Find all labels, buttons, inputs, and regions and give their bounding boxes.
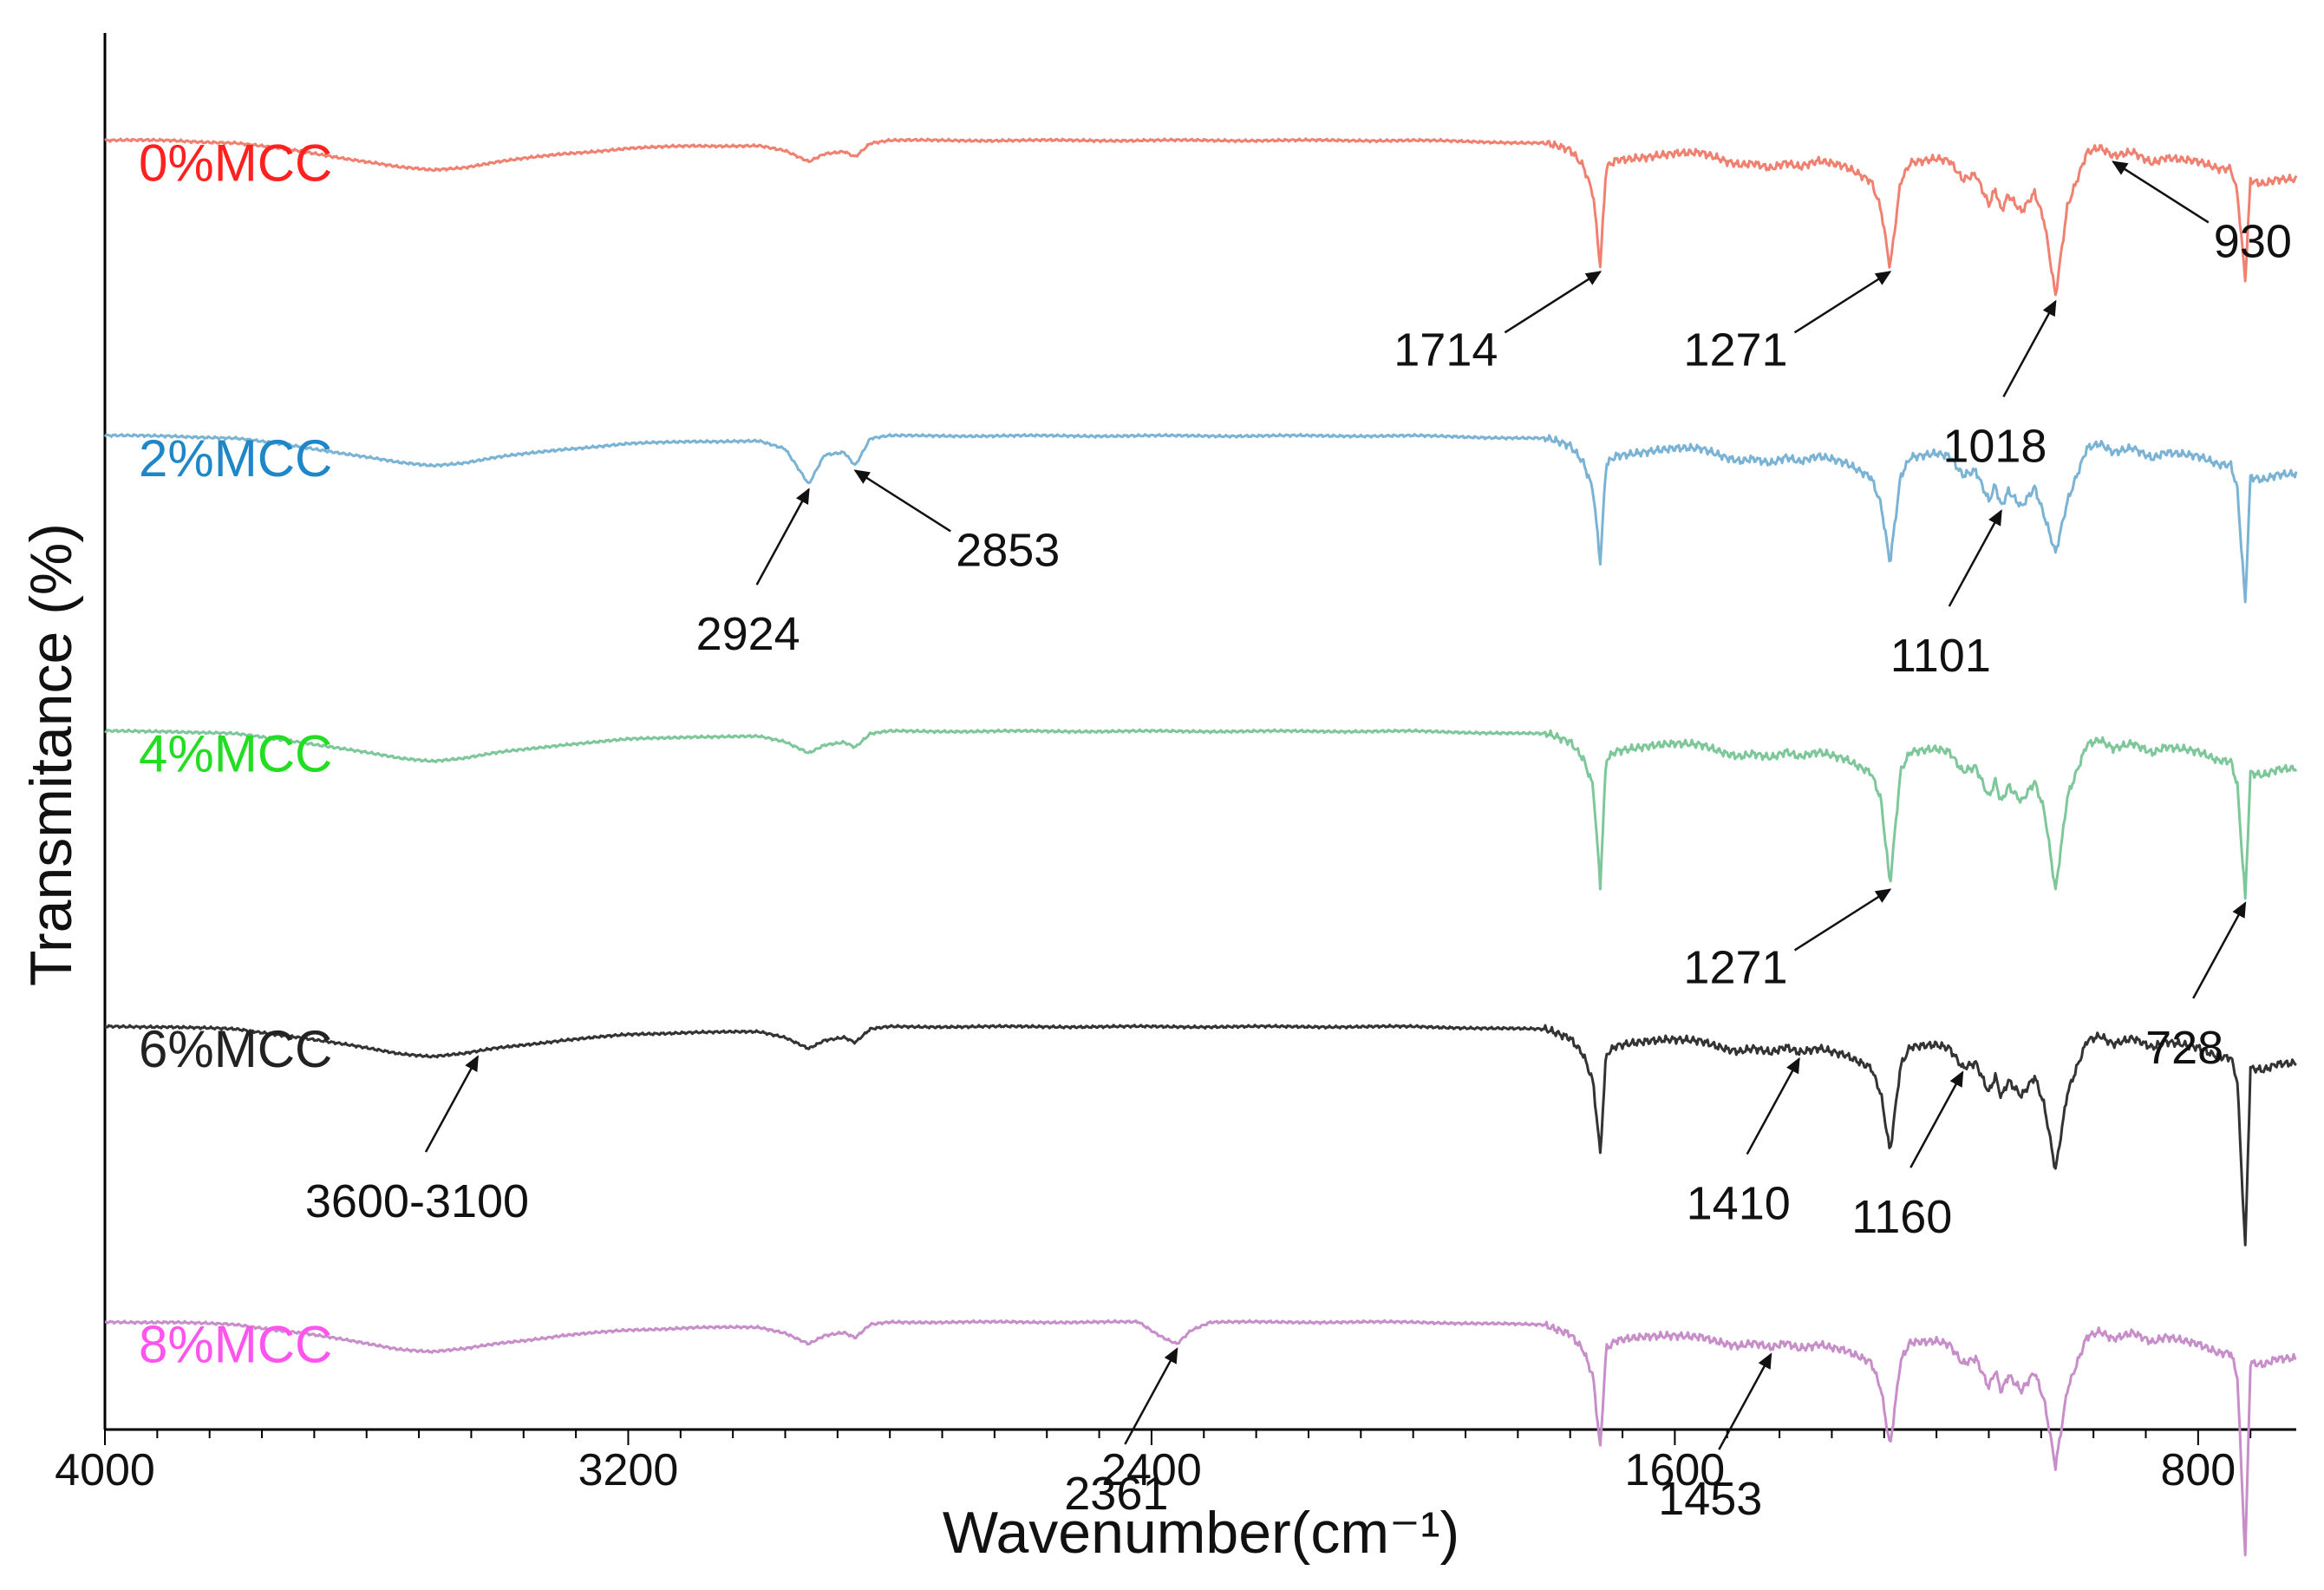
annotation-label: 1410 <box>1687 1178 1791 1230</box>
annotation-arrow <box>1718 1352 1772 1450</box>
annotation-arrow <box>1909 1070 1964 1168</box>
annotation-label: 1714 <box>1394 324 1498 376</box>
annotation-arrow <box>2192 901 2247 999</box>
x-tick-label: 800 <box>2160 1445 2236 1495</box>
annotation-label: 1018 <box>1942 420 2047 472</box>
annotation-label: 930 <box>2214 215 2292 267</box>
series-label: 8%MCC <box>139 1316 332 1374</box>
annotation-arrow <box>2112 160 2210 224</box>
annotation-arrow <box>424 1055 480 1153</box>
x-axis-title: Wavenumber(cm⁻¹) <box>943 1500 1459 1566</box>
annotation-label: 1453 <box>1658 1473 1762 1525</box>
annotation-label: 1271 <box>1683 324 1787 376</box>
annotation-label: 728 <box>2145 1022 2223 1074</box>
annotation-arrow <box>755 487 810 586</box>
series-line-0pct-mcc <box>104 137 2298 297</box>
annotation-arrow <box>1746 1057 1800 1155</box>
y-axis-title: Transmitance (%) <box>18 523 84 986</box>
series-lines <box>103 137 2298 1557</box>
annotation-arrow <box>853 469 951 533</box>
series-line-4pct-mcc <box>104 728 2298 900</box>
series-label: 2%MCC <box>139 429 332 487</box>
series-labels: 0%MCC 2%MCC 4%MCC 6%MCC 8%MCC <box>139 134 332 1373</box>
annotation-label: 2361 <box>1064 1468 1168 1520</box>
annotation-label: 2924 <box>696 608 800 660</box>
x-tick-label: 4000 <box>55 1445 155 1495</box>
x-ticks <box>104 1430 2252 1445</box>
annotation-arrow <box>1793 271 1892 334</box>
annotation-arrow <box>1948 509 2002 607</box>
series-line-8pct-mcc <box>104 1318 2297 1557</box>
annotation-label: 3600-3100 <box>305 1175 529 1227</box>
x-tick-label: 1600 <box>1625 1445 1726 1495</box>
series-label: 0%MCC <box>139 134 332 192</box>
x-tick-label: 2400 <box>1101 1445 1202 1495</box>
peak-annotations: 1714 1271 1018 930 2924 2853 1101 1271 728 3600-3… <box>305 160 2292 1525</box>
annotation-arrow <box>2002 299 2057 398</box>
annotation-arrow <box>1504 271 1603 334</box>
series-line-6pct-mcc <box>104 1024 2297 1246</box>
annotation-label: 1101 <box>1890 630 1991 682</box>
x-tick-label: 3200 <box>578 1445 679 1495</box>
series-line-2pct-mcc <box>103 433 2298 604</box>
series-label: 6%MCC <box>139 1020 332 1078</box>
series-label: 4%MCC <box>139 724 332 782</box>
annotation-label: 1160 <box>1851 1191 1952 1243</box>
x-tick-labels: 4000 3200 2400 1600 800 <box>55 1445 2236 1495</box>
annotation-label: 2853 <box>956 524 1060 576</box>
annotation-arrow <box>1793 888 1892 952</box>
annotation-arrow <box>1124 1347 1178 1445</box>
annotation-label: 1271 <box>1683 941 1787 993</box>
